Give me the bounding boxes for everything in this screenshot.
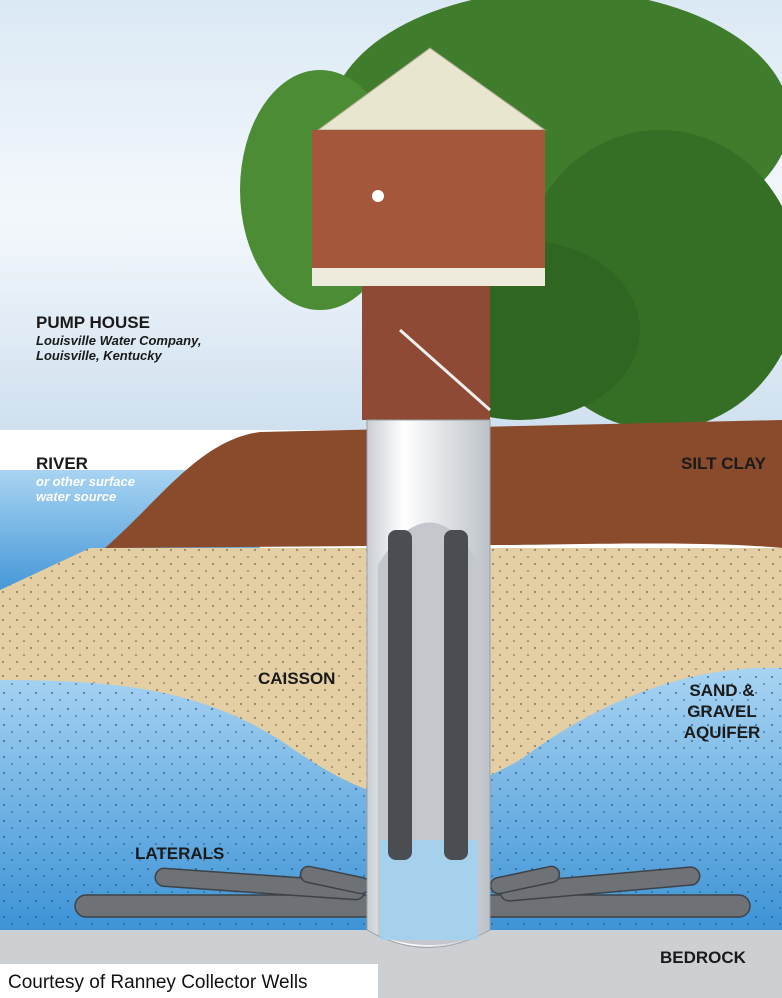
aquifer-label: SAND & xyxy=(689,681,754,700)
river-title: RIVER xyxy=(36,454,88,473)
pump-house-line: Louisville Water Company, xyxy=(36,333,201,348)
river-line: or other surface xyxy=(36,474,135,489)
bedrock-label: BEDROCK xyxy=(660,948,747,967)
pump-house-line: Louisville, Kentucky xyxy=(36,348,162,363)
aquifer-label: GRAVEL xyxy=(687,702,757,721)
aquifer-label: AQUIFER xyxy=(684,723,761,742)
page: PUMP HOUSE Louisville Water Company, Lou… xyxy=(0,0,782,998)
diagram: PUMP HOUSE Louisville Water Company, Lou… xyxy=(0,0,782,998)
silt-clay-label: SILT CLAY xyxy=(681,454,767,473)
caisson xyxy=(367,420,490,948)
caisson-label: CAISSON xyxy=(258,669,335,688)
pump-house-title: PUMP HOUSE xyxy=(36,313,150,332)
river-line: water source xyxy=(36,489,116,504)
caption: Courtesy of Ranney Collector Wells xyxy=(8,972,308,993)
laterals-label: LATERALS xyxy=(135,844,224,863)
